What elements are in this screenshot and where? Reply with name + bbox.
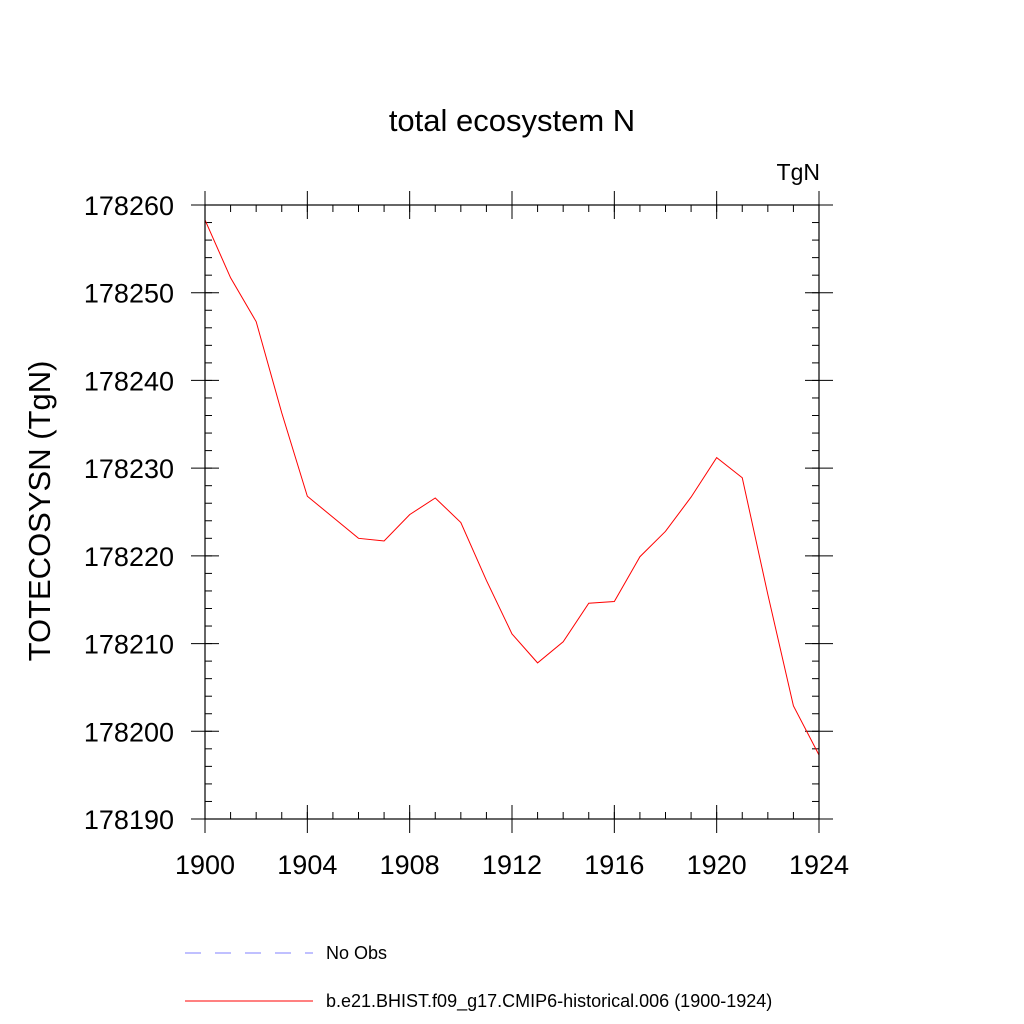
x-tick-label: 1908 [380,850,440,880]
x-tick-label: 1912 [482,850,542,880]
y-tick-label: 178210 [84,630,174,660]
y-tick-label: 178230 [84,454,174,484]
y-minor-ticks [205,204,819,820]
x-tick-labels: 1900 1904 1908 1912 1916 1920 1924 [175,850,849,880]
y-tick-label: 178190 [84,805,174,835]
legend-label-historical: b.e21.BHIST.f09_g17.CMIP6-historical.006… [326,991,772,1012]
x-minor-ticks [204,205,820,819]
y-tick-label: 178240 [84,366,174,396]
y-tick-label: 178220 [84,542,174,572]
y-axis-label: TOTECOSYSN (TgN) [22,361,57,662]
x-tick-label: 1900 [175,850,235,880]
x-tick-label: 1916 [584,850,644,880]
y-tick-label: 178260 [84,191,174,221]
series-line [204,219,820,756]
x-tick-label: 1924 [789,850,849,880]
x-tick-label: 1920 [687,850,747,880]
y-tick-label: 178200 [84,717,174,747]
x-tick-label: 1904 [277,850,337,880]
y-tick-labels: 178190 178200 178210 178220 178230 178240 1782… [84,191,174,835]
legend-label-no-obs: No Obs [326,943,387,963]
x-major-ticks [204,191,820,833]
chart-title: total ecosystem N [389,103,635,138]
y-tick-label: 178250 [84,279,174,309]
legend: No Obs b.e21.BHIST.f09_g17.CMIP6-histori… [185,943,772,1012]
y-major-ticks [191,204,833,820]
plot-frame [204,204,820,820]
units-label: TgN [777,159,820,185]
